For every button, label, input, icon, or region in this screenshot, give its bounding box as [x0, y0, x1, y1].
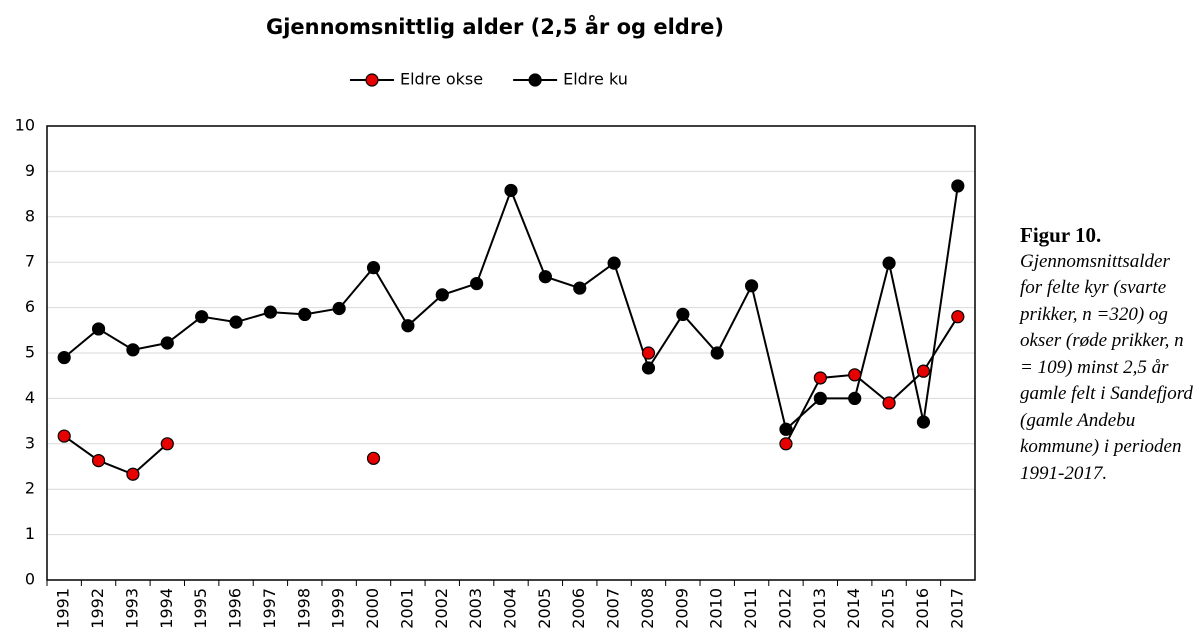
series-line	[785, 316, 959, 445]
x-tick-label: 2001	[397, 588, 416, 629]
x-tick-label: 2008	[638, 588, 657, 629]
point	[813, 391, 827, 405]
x-tick-label: 2003	[466, 588, 485, 629]
caption-heading: Figur 10.	[1020, 223, 1102, 247]
y-tick-label: 1	[25, 524, 35, 543]
y-tick-label: 10	[15, 116, 35, 135]
legend-label: Eldre okse	[400, 70, 483, 89]
caption: Figur 10. Gjennomsnittsalder for felte k…	[1020, 222, 1196, 487]
x-tick-label: 2011	[741, 588, 760, 629]
point	[332, 301, 346, 316]
series-line	[63, 435, 168, 476]
point	[195, 310, 209, 324]
point	[470, 276, 484, 291]
x-tick-label: 2010	[707, 588, 726, 629]
legend-label: Eldre ku	[563, 70, 628, 89]
x-tick-label: 2006	[569, 588, 588, 629]
y-tick-label: 2	[25, 479, 35, 498]
point	[848, 391, 862, 405]
x-tick-label: 1999	[329, 588, 348, 629]
x-tick-label: 1994	[157, 588, 176, 629]
y-tick-label: 8	[25, 206, 35, 225]
x-tick-label: 1991	[54, 588, 73, 629]
x-tick-label: 1998	[294, 588, 313, 629]
y-tick-label: 6	[25, 297, 35, 316]
x-tick-label: 1995	[191, 588, 210, 629]
point	[126, 467, 140, 481]
point	[298, 307, 312, 322]
legend-marker	[528, 73, 542, 87]
x-tick-label: 2000	[363, 588, 382, 629]
point	[401, 319, 415, 333]
y-tick-label: 9	[25, 161, 35, 180]
point	[366, 451, 381, 465]
point	[744, 279, 759, 293]
point	[504, 183, 518, 198]
point	[160, 437, 174, 451]
point	[779, 422, 793, 436]
x-tick-label: 2005	[535, 588, 554, 629]
plot-border	[46, 125, 976, 581]
x-tick-label: 2016	[913, 588, 932, 629]
y-tick-label: 3	[25, 433, 35, 452]
point	[916, 415, 931, 429]
x-tick-label: 2014	[844, 588, 863, 629]
caption-text: Gjennomsnittsalder for felte kyr (svarte…	[1020, 250, 1193, 484]
x-tick-label: 1992	[88, 588, 107, 629]
point	[573, 281, 587, 295]
point	[641, 361, 656, 375]
point	[641, 346, 656, 360]
point	[538, 270, 552, 284]
y-tick-label: 7	[25, 252, 35, 271]
x-tick-label: 2004	[501, 588, 520, 629]
x-tick-label: 1997	[260, 588, 279, 629]
point	[676, 307, 690, 322]
point	[435, 288, 449, 302]
point	[57, 429, 71, 443]
point	[263, 305, 278, 319]
point	[951, 179, 965, 193]
point	[229, 315, 243, 329]
point	[160, 336, 174, 350]
y-tick-label: 4	[25, 388, 35, 407]
point	[607, 256, 621, 270]
point	[813, 371, 827, 385]
point	[710, 346, 724, 360]
x-tick-label: 2009	[672, 588, 691, 629]
y-tick-label: 5	[25, 343, 35, 362]
x-tick-label: 2012	[775, 588, 794, 629]
point	[91, 453, 106, 468]
chart-title: Gjennomsnittlig alder (2,5 år og eldre)	[266, 14, 724, 39]
x-tick-label: 1993	[122, 588, 141, 629]
x-tick-label: 2017	[947, 588, 966, 629]
x-tick-label: 1996	[226, 588, 245, 629]
point	[779, 437, 793, 451]
point	[366, 261, 381, 275]
point	[848, 368, 862, 382]
point	[916, 364, 931, 378]
point	[126, 343, 140, 357]
x-tick-label: 2013	[810, 588, 829, 629]
x-tick-label: 2015	[879, 588, 898, 629]
point	[882, 256, 896, 270]
point	[57, 350, 71, 365]
x-tick-label: 2002	[432, 588, 451, 629]
point	[951, 310, 965, 324]
y-tick-label: 0	[25, 570, 35, 589]
point	[91, 322, 106, 336]
point	[882, 396, 896, 410]
chart: Gjennomsnittlig alder (2,5 år og eldre) …	[15, 14, 976, 629]
x-tick-label: 2007	[604, 588, 623, 629]
legend-marker	[365, 73, 379, 87]
